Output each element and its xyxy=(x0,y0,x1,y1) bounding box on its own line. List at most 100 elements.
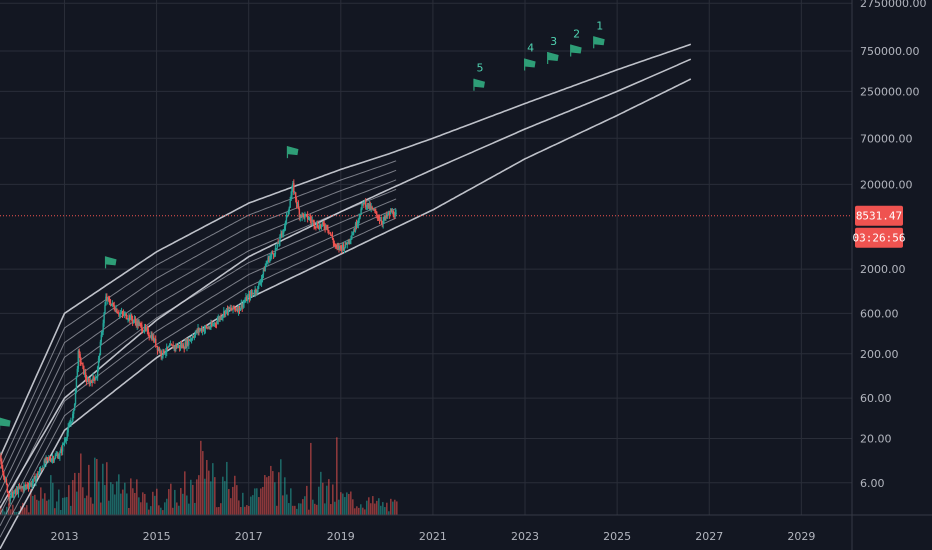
candle-body xyxy=(113,305,115,310)
candle-body xyxy=(382,220,384,224)
volume-bar xyxy=(156,488,158,515)
candle-body xyxy=(215,323,218,325)
candle-body xyxy=(92,376,94,383)
candle-body xyxy=(282,229,285,234)
volume-bar xyxy=(372,496,374,515)
candle-body xyxy=(264,266,266,272)
candle-body xyxy=(231,309,233,311)
candle-body xyxy=(312,220,314,222)
volume-bar xyxy=(394,499,396,515)
flag-icon xyxy=(287,146,299,156)
volume-bar xyxy=(224,481,226,515)
volume-bar xyxy=(206,460,208,515)
y-tick-label: 750000.00 xyxy=(860,45,920,58)
candle-body xyxy=(21,487,23,489)
y-tick-label: 2750000.00 xyxy=(860,0,926,10)
candle-body xyxy=(251,292,254,294)
candle-body xyxy=(74,389,77,405)
volume-bar xyxy=(140,502,142,515)
volume-bar xyxy=(278,472,280,515)
candle-body xyxy=(241,303,243,308)
candle-body xyxy=(130,315,132,320)
candle-body xyxy=(353,230,356,232)
volume-bar xyxy=(308,509,310,515)
candle-body xyxy=(365,206,368,208)
candle-body xyxy=(193,336,196,338)
candle-body xyxy=(31,482,33,486)
band-inner xyxy=(0,169,397,481)
candle-body xyxy=(315,226,317,228)
flag-marker xyxy=(0,417,11,430)
candle-body xyxy=(349,239,351,242)
candle-body xyxy=(115,308,117,312)
candle-body xyxy=(358,217,360,220)
candle-body xyxy=(268,257,270,262)
candle-body xyxy=(170,344,173,346)
volume-bar xyxy=(384,507,386,515)
volume-bar xyxy=(110,482,112,515)
volume-bar xyxy=(286,494,288,515)
volume-bar xyxy=(88,464,90,515)
candle-body xyxy=(244,300,246,303)
candle-body xyxy=(204,326,207,329)
candle-body xyxy=(184,342,186,349)
candle-body xyxy=(247,296,249,301)
volume-bar xyxy=(316,504,318,515)
candle-body xyxy=(259,283,261,285)
candle-body xyxy=(281,233,283,235)
x-tick-label: 2017 xyxy=(235,530,263,543)
x-tick-label: 2029 xyxy=(787,530,815,543)
candle-body xyxy=(216,320,219,324)
candle-body xyxy=(225,308,228,310)
candle-body xyxy=(228,307,231,309)
candle-body xyxy=(374,209,376,212)
candle-body xyxy=(50,459,53,462)
current-price-line: 8531.47 03:26:56 xyxy=(0,205,906,248)
candle-body xyxy=(44,460,46,463)
countdown-label: 03:26:56 xyxy=(853,232,906,245)
candle-body xyxy=(47,457,49,459)
volume-bar xyxy=(296,508,298,515)
volume-bar xyxy=(146,502,148,515)
candle-body xyxy=(214,323,217,325)
volume-bar xyxy=(288,503,290,515)
candle-body xyxy=(213,323,216,325)
candle-body xyxy=(208,327,210,329)
volume-bar xyxy=(64,497,66,515)
candle-body xyxy=(178,345,181,348)
band-inner xyxy=(0,160,397,469)
candle-body xyxy=(106,296,108,301)
volume-bar xyxy=(50,475,52,515)
volume-bar xyxy=(324,503,326,515)
candle-body xyxy=(189,339,191,341)
candle-body xyxy=(102,323,104,332)
volume-bar xyxy=(276,505,278,515)
volume-bar xyxy=(118,474,120,515)
candle-body xyxy=(292,183,294,189)
candle-body xyxy=(223,311,225,316)
candle-body xyxy=(122,313,125,315)
candle-body xyxy=(369,203,371,209)
candle-body xyxy=(338,245,340,249)
volume-bar xyxy=(266,477,268,515)
candle-body xyxy=(306,214,309,220)
volume-bar xyxy=(128,507,130,515)
candle-body xyxy=(381,222,383,224)
candle-body xyxy=(22,487,24,490)
band-inner xyxy=(0,179,397,492)
candle-body xyxy=(25,485,27,487)
volume-bar xyxy=(142,492,144,515)
volume-bar xyxy=(230,498,232,515)
candle-body xyxy=(63,441,66,444)
volume-bar xyxy=(262,486,264,515)
candle-body xyxy=(86,380,89,382)
volume-bar xyxy=(196,479,198,515)
candle-body xyxy=(271,252,274,254)
price-candles xyxy=(0,179,397,506)
y-tick-label: 2000.00 xyxy=(860,263,906,276)
candle-body xyxy=(252,292,254,294)
candle-body xyxy=(76,368,79,377)
volume-bar xyxy=(396,501,398,515)
flag-icon xyxy=(0,417,11,427)
